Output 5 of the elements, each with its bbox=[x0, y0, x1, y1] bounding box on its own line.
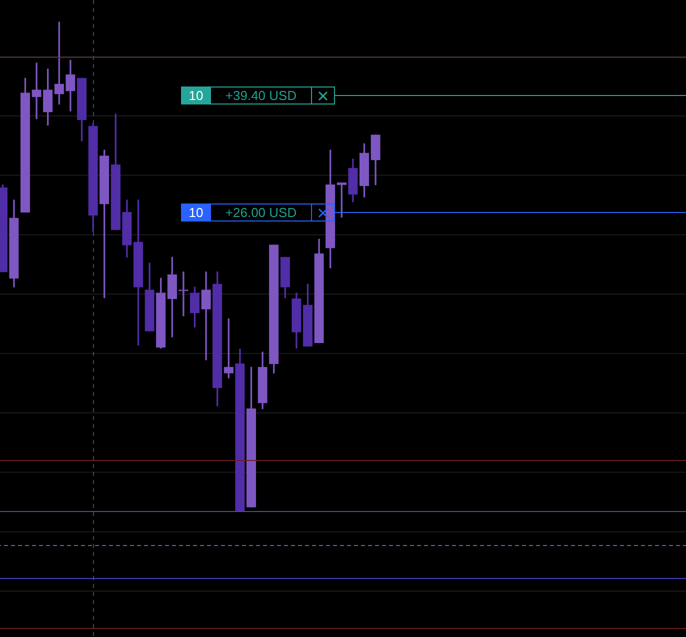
text: 10 +39.40 USD bbox=[188, 88, 297, 104]
candlestick bbox=[201, 272, 211, 360]
candlestick bbox=[178, 272, 188, 316]
candlestick bbox=[32, 62, 42, 120]
text: 10 +26.00 USD bbox=[188, 205, 297, 220]
